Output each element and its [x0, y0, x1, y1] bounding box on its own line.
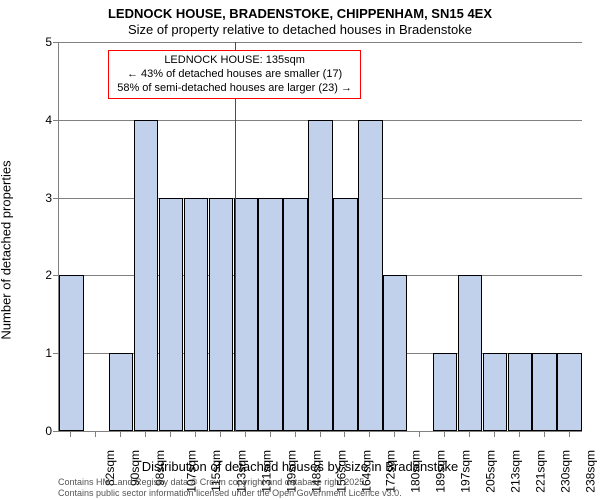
annotation-line2: ← 43% of detached houses are smaller (17…: [117, 68, 352, 82]
histogram-bar: [358, 120, 382, 431]
annotation-line3: 58% of semi-detached houses are larger (…: [117, 82, 352, 96]
chart-container: LEDNOCK HOUSE, BRADENSTOKE, CHIPPENHAM, …: [0, 0, 600, 500]
gridline: [59, 42, 582, 43]
y-tick-label: 4: [45, 113, 52, 127]
plot-area: LEDNOCK HOUSE: 135sqm← 43% of detached h…: [58, 42, 582, 432]
x-tick-mark: [369, 432, 370, 437]
y-tick-label: 5: [45, 35, 52, 49]
histogram-bar: [134, 120, 158, 431]
x-tick-mark: [444, 432, 445, 437]
x-tick-mark: [469, 432, 470, 437]
chart-title: LEDNOCK HOUSE, BRADENSTOKE, CHIPPENHAM, …: [0, 6, 600, 21]
credits-line2: Contains public sector information licen…: [58, 488, 402, 498]
histogram-bar: [433, 353, 457, 431]
x-tick-mark: [270, 432, 271, 437]
y-tick-label: 3: [45, 191, 52, 205]
histogram-bar: [109, 353, 133, 431]
x-tick-mark: [145, 432, 146, 437]
x-tick-mark: [544, 432, 545, 437]
x-tick-mark: [394, 432, 395, 437]
annotation-line1: LEDNOCK HOUSE: 135sqm: [117, 54, 352, 68]
histogram-bar: [234, 198, 258, 431]
x-tick-mark: [220, 432, 221, 437]
histogram-bar: [483, 353, 507, 431]
x-tick-mark: [569, 432, 570, 437]
y-tick-label: 0: [45, 424, 52, 438]
histogram-bar: [184, 198, 208, 431]
credits-line1: Contains HM Land Registry data © Crown c…: [58, 477, 402, 487]
chart-subtitle: Size of property relative to detached ho…: [0, 22, 600, 37]
histogram-bar: [59, 275, 83, 431]
y-tick-label: 1: [45, 346, 52, 360]
histogram-bar: [159, 198, 183, 431]
y-axis-label: Number of detached properties: [0, 160, 14, 339]
histogram-bar: [557, 353, 581, 431]
histogram-bar: [283, 198, 307, 431]
marker-line: [235, 42, 236, 431]
x-tick-mark: [195, 432, 196, 437]
histogram-bar: [209, 198, 233, 431]
histogram-bar: [333, 198, 357, 431]
x-tick-mark: [419, 432, 420, 437]
x-tick-mark: [120, 432, 121, 437]
x-tick-mark: [295, 432, 296, 437]
histogram-bar: [383, 275, 407, 431]
x-tick-mark: [245, 432, 246, 437]
histogram-bar: [308, 120, 332, 431]
x-tick-mark: [170, 432, 171, 437]
histogram-bar: [532, 353, 556, 431]
x-tick-mark: [70, 432, 71, 437]
x-tick-mark: [344, 432, 345, 437]
x-tick-mark: [320, 432, 321, 437]
x-tick-mark: [95, 432, 96, 437]
x-tick-mark: [494, 432, 495, 437]
y-tick-label: 2: [45, 268, 52, 282]
credits: Contains HM Land Registry data © Crown c…: [58, 477, 402, 498]
x-tick-mark: [519, 432, 520, 437]
histogram-bar: [258, 198, 282, 431]
histogram-bar: [458, 275, 482, 431]
histogram-bar: [508, 353, 532, 431]
x-axis-label: Distribution of detached houses by size …: [0, 459, 600, 474]
annotation-box: LEDNOCK HOUSE: 135sqm← 43% of detached h…: [108, 50, 361, 99]
